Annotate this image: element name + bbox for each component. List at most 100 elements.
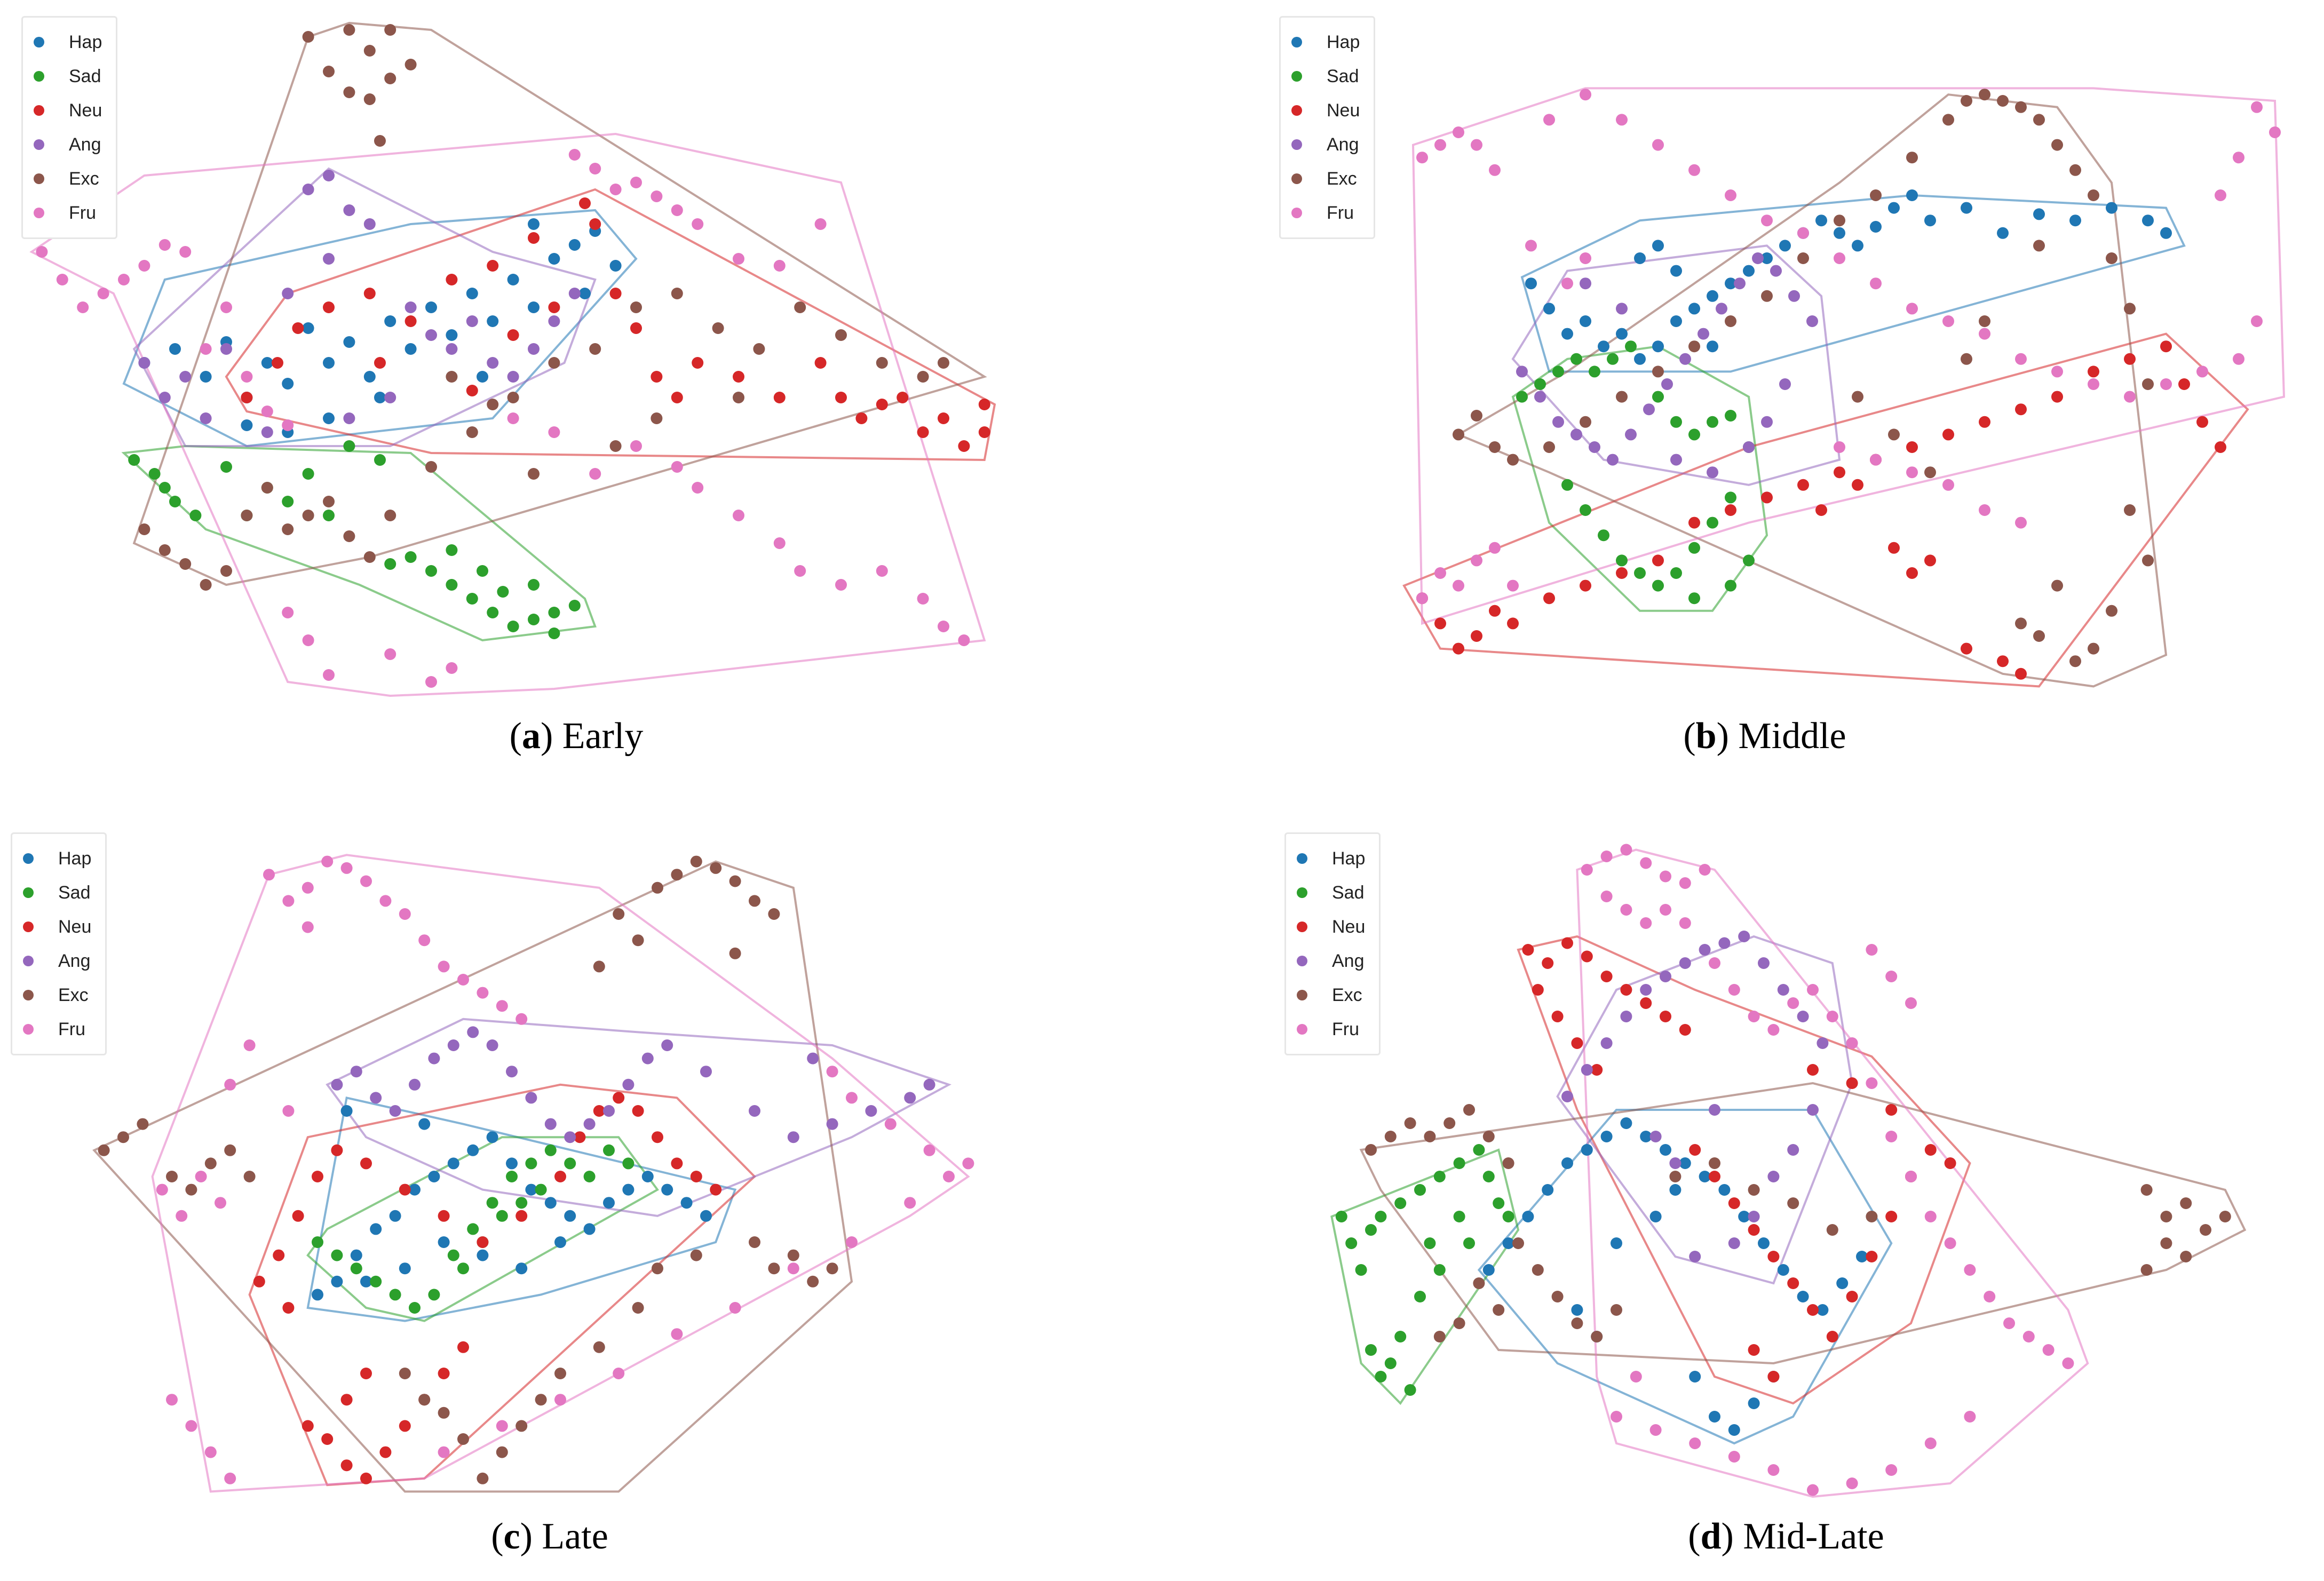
point-exc [835, 329, 847, 341]
point-fru [166, 1394, 178, 1406]
point-neu [1709, 1171, 1720, 1182]
point-hap [404, 343, 417, 355]
point-neu [589, 218, 601, 230]
point-exc [1453, 428, 1464, 441]
hull-hap [1520, 194, 2186, 373]
point-neu [554, 1171, 566, 1182]
point-fru [1679, 917, 1691, 929]
point-ang [1607, 454, 1619, 466]
point-hap [302, 322, 314, 334]
point-exc [613, 908, 625, 920]
point-hap [2142, 214, 2154, 227]
legend-marker-sad [1291, 71, 1302, 82]
point-ang [487, 357, 499, 369]
point-ang [1679, 957, 1691, 969]
point-neu [1885, 1211, 1898, 1222]
point-ang [603, 1105, 615, 1117]
point-sad [220, 461, 232, 473]
point-sad [323, 510, 335, 521]
legend-item-fru: Fru [23, 1012, 91, 1046]
point-sad [1404, 1384, 1416, 1396]
point-hap [1834, 227, 1845, 239]
point-fru [1964, 1411, 1976, 1423]
point-fru [1543, 114, 1555, 126]
point-fru [1885, 971, 1898, 982]
point-fru [773, 260, 786, 272]
point-hap [1679, 1157, 1691, 1169]
point-fru [2003, 1317, 2015, 1329]
point-fru [613, 1368, 625, 1379]
point-neu [692, 357, 704, 369]
point-hap [1660, 1144, 1671, 1156]
point-exc [2200, 1224, 2211, 1236]
point-sad [447, 1249, 459, 1261]
point-exc [204, 1157, 217, 1170]
point-hap [2069, 214, 2081, 227]
legend-marker-ang [23, 956, 34, 966]
point-exc [138, 523, 150, 535]
point-exc [438, 1407, 450, 1419]
point-hap [528, 218, 540, 230]
point-hap [428, 1171, 440, 1182]
point-exc [1797, 252, 1809, 264]
point-ang [363, 218, 376, 230]
point-fru [692, 482, 704, 494]
point-hap [2160, 227, 2172, 239]
point-neu [2160, 340, 2172, 353]
point-sad [302, 468, 314, 480]
point-neu [399, 1420, 411, 1432]
point-neu [1866, 1251, 1878, 1262]
point-hap [1738, 1211, 1750, 1222]
hull-ang [1511, 244, 1841, 486]
point-hap [1779, 240, 1791, 252]
point-fru [1834, 441, 1845, 453]
point-neu [1924, 554, 1936, 567]
legend-item-hap: Hap [1297, 841, 1365, 876]
point-ang [1797, 1011, 1809, 1022]
point-ang [1616, 303, 1628, 315]
point-sad [528, 579, 540, 591]
point-ang [923, 1078, 935, 1091]
point-exc [425, 461, 437, 473]
point-neu [2124, 353, 2136, 365]
point-fru [568, 149, 581, 161]
point-ang [331, 1078, 343, 1091]
legend-item-ang: Ang [1297, 944, 1365, 978]
point-exc [768, 908, 780, 920]
point-ang [1728, 1237, 1740, 1249]
panel-middle: Hap Sad Neu Ang Exc Fru (b) Middle [1162, 0, 2324, 790]
point-hap [1709, 1411, 1720, 1423]
point-fru [360, 875, 372, 887]
point-fru [220, 301, 232, 313]
legend-item-hap: Hap [23, 841, 91, 876]
point-exc [2051, 139, 2063, 151]
point-ang [486, 1039, 498, 1051]
point-sad [1384, 1357, 1397, 1369]
point-hap [1571, 1304, 1583, 1316]
point-neu [958, 440, 970, 452]
point-hap [1815, 214, 1827, 227]
legend-marker-neu [1291, 105, 1302, 116]
point-exc [535, 1394, 547, 1406]
point-fru [2160, 378, 2172, 390]
point-fru [158, 239, 171, 251]
legend-label-fru: Fru [69, 202, 96, 223]
legend-early: Hap Sad Neu Ang Exc Fru [21, 16, 118, 239]
point-fru [1709, 957, 1720, 969]
point-exc [1652, 366, 1664, 378]
point-exc [1543, 441, 1555, 453]
point-neu [609, 288, 622, 299]
point-neu [671, 392, 683, 403]
legend-label-hap: Hap [1327, 31, 1360, 52]
point-sad [528, 614, 540, 625]
legend-marker-ang [34, 139, 44, 150]
point-fru [1489, 542, 1501, 554]
point-sad [1355, 1264, 1367, 1276]
point-neu [1652, 554, 1664, 567]
point-ang [1748, 1211, 1760, 1222]
point-exc [2069, 164, 2081, 176]
point-ang [1571, 428, 1582, 441]
point-fru [515, 1013, 528, 1025]
point-hap [1758, 1237, 1770, 1249]
legend-item-exc: Exc [34, 162, 102, 196]
